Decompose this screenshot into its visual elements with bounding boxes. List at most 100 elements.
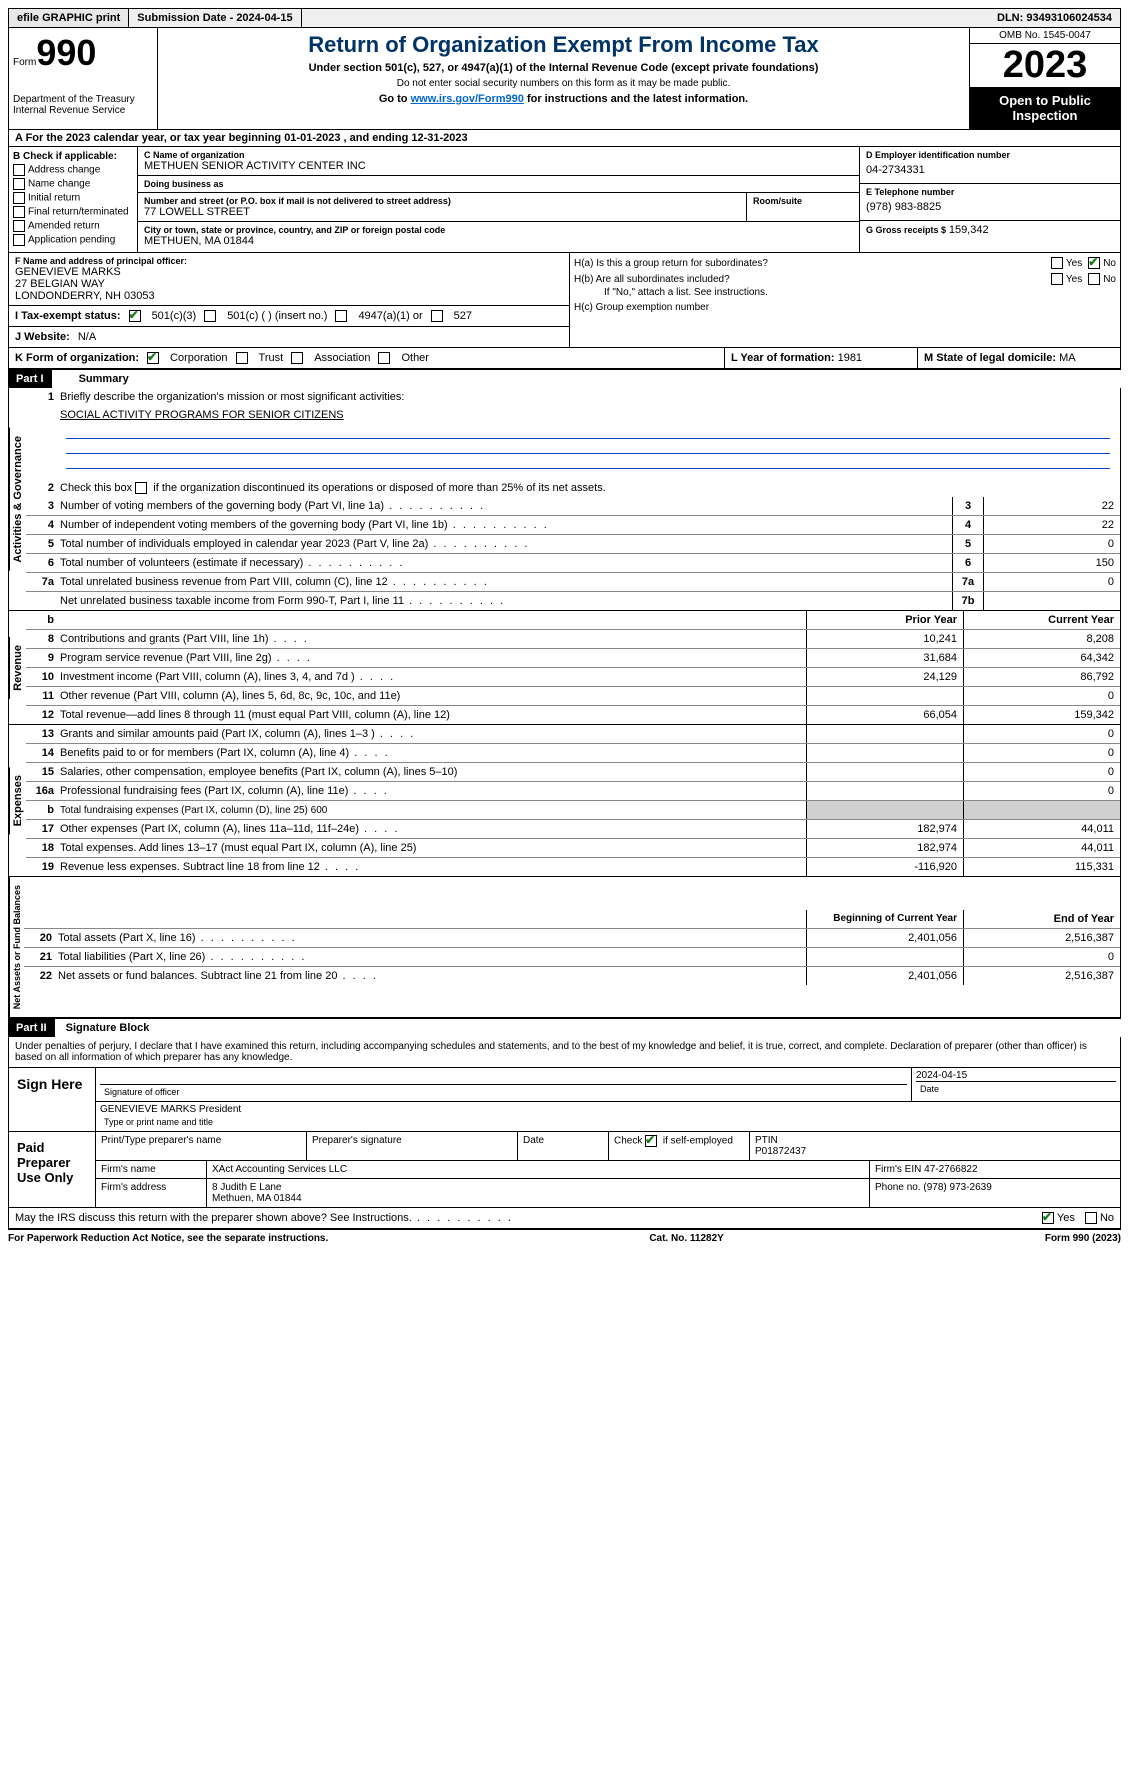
- phone-cell: E Telephone number (978) 983-8825: [860, 184, 1120, 221]
- l16b-curr: [963, 801, 1120, 819]
- mission-line-3: [66, 454, 1110, 469]
- officer-label: F Name and address of principal officer:: [15, 256, 563, 266]
- officer-addr1: 27 BELGIAN WAY: [15, 278, 563, 290]
- mission-line-2: [66, 439, 1110, 454]
- opt-4947: 4947(a)(1) or: [358, 310, 422, 322]
- chk-assoc[interactable]: [291, 352, 303, 364]
- chk-501c[interactable]: [204, 310, 216, 322]
- year-form-val: 1981: [838, 352, 862, 364]
- l18-curr: 44,011: [963, 839, 1120, 857]
- sig-date-label: Date: [916, 1082, 1116, 1096]
- gross-val: 159,342: [949, 224, 989, 236]
- hb-no[interactable]: [1088, 273, 1100, 285]
- discuss-yes[interactable]: [1042, 1212, 1054, 1224]
- hb-yes[interactable]: [1051, 273, 1063, 285]
- box-f-ij: F Name and address of principal officer:…: [9, 253, 570, 347]
- discuss-text: May the IRS discuss this return with the…: [15, 1212, 1042, 1224]
- chk-final-return[interactable]: Final return/terminated: [13, 206, 133, 218]
- domicile-label: M State of legal domicile:: [924, 352, 1056, 364]
- box-de: D Employer identification number 04-2734…: [859, 147, 1120, 252]
- chk-4947[interactable]: [335, 310, 347, 322]
- chk-corp[interactable]: [147, 352, 159, 364]
- l4-text: Number of independent voting members of …: [60, 517, 952, 533]
- l6-text: Total number of volunteers (estimate if …: [60, 555, 952, 571]
- section-bcde: B Check if applicable: Address change Na…: [8, 147, 1121, 253]
- row-i: I Tax-exempt status: 501(c)(3) 501(c) ( …: [9, 306, 569, 327]
- col-end: End of Year: [963, 910, 1120, 928]
- section-revenue: Revenue bPrior YearCurrent Year 8Contrib…: [8, 611, 1121, 725]
- chk-amended[interactable]: Amended return: [13, 220, 133, 232]
- city-val: METHUEN, MA 01844: [144, 235, 853, 247]
- chk-initial-return[interactable]: Initial return: [13, 192, 133, 204]
- l18-text: Total expenses. Add lines 13–17 (must eq…: [60, 840, 806, 856]
- chk-self-employed[interactable]: [645, 1135, 657, 1147]
- chk-app-pending[interactable]: Application pending: [13, 234, 133, 246]
- gross-cell: G Gross receipts $ 159,342: [860, 221, 1120, 239]
- form-number-box: Form990 Department of the Treasury Inter…: [9, 28, 158, 129]
- l9-curr: 64,342: [963, 649, 1120, 667]
- row-j: J Website: N/A: [9, 327, 569, 347]
- l11-curr: 0: [963, 687, 1120, 705]
- declaration-text: Under penalties of perjury, I declare th…: [9, 1037, 1120, 1068]
- form-prefix: Form: [13, 57, 36, 68]
- part1-bar: Part I Summary: [8, 369, 1121, 388]
- sign-here-label: Sign Here: [9, 1068, 96, 1131]
- l11-text: Other revenue (Part VIII, column (A), li…: [60, 688, 806, 704]
- chk-527[interactable]: [431, 310, 443, 322]
- instructions-link[interactable]: www.irs.gov/Form990: [411, 93, 524, 105]
- discuss-no[interactable]: [1085, 1212, 1097, 1224]
- chk-501c3[interactable]: [129, 310, 141, 322]
- dln: DLN: 93493106024534: [989, 9, 1120, 27]
- dba-label: Doing business as: [144, 179, 853, 189]
- firm-ein-val: 47-2766822: [924, 1164, 977, 1175]
- prep-date-label: Date: [518, 1132, 609, 1160]
- ein-cell: D Employer identification number 04-2734…: [860, 147, 1120, 184]
- open-inspection: Open to Public Inspection: [970, 87, 1120, 129]
- chk-other[interactable]: [378, 352, 390, 364]
- signature-section: Under penalties of perjury, I declare th…: [8, 1037, 1121, 1208]
- col-beg: Beginning of Current Year: [806, 910, 963, 928]
- opt-501c: 501(c) ( ) (insert no.): [227, 310, 327, 322]
- tax-status-label: I Tax-exempt status:: [15, 310, 121, 322]
- l14-curr: 0: [963, 744, 1120, 762]
- ptin-label: PTIN: [755, 1135, 1115, 1146]
- ha-yes[interactable]: [1051, 257, 1063, 269]
- l8-prior: 10,241: [806, 630, 963, 648]
- ein-val: 04-2734331: [866, 160, 1114, 180]
- l2-chk[interactable]: [135, 482, 147, 494]
- l7b-val: [984, 592, 1120, 610]
- org-name-label: C Name of organization: [144, 150, 853, 160]
- firm-phone-val: (978) 973-2639: [923, 1182, 991, 1193]
- city-cell: City or town, state or province, country…: [138, 222, 859, 250]
- side-governance: Activities & Governance: [9, 428, 26, 571]
- l15-prior: [806, 763, 963, 781]
- officer-addr2: LONDONDERRY, NH 03053: [15, 290, 563, 302]
- box-b-label: B Check if applicable:: [13, 151, 133, 162]
- efile-print-button[interactable]: efile GRAPHIC print: [9, 9, 129, 27]
- l18-prior: 182,974: [806, 839, 963, 857]
- chk-trust[interactable]: [236, 352, 248, 364]
- l2-text: Check this box: [60, 482, 135, 494]
- l16b-text: Total fundraising expenses (Part IX, col…: [60, 803, 806, 818]
- chk-address-change[interactable]: Address change: [13, 164, 133, 176]
- side-net: Net Assets or Fund Balances: [9, 877, 24, 1017]
- footer-left: For Paperwork Reduction Act Notice, see …: [8, 1233, 328, 1244]
- phone-val: (978) 983-8825: [866, 197, 1114, 217]
- col-prior: Prior Year: [806, 611, 963, 629]
- phone-label: E Telephone number: [866, 187, 1114, 197]
- form-number: 990: [36, 32, 96, 73]
- l15-curr: 0: [963, 763, 1120, 781]
- ha-no[interactable]: [1088, 257, 1100, 269]
- chk-name-change[interactable]: Name change: [13, 178, 133, 190]
- officer-cell: F Name and address of principal officer:…: [9, 253, 569, 306]
- street-label: Number and street (or P.O. box if mail i…: [144, 196, 740, 206]
- discuss-row: May the IRS discuss this return with the…: [8, 1208, 1121, 1229]
- footer-right: Form 990 (2023): [1045, 1233, 1121, 1244]
- l8-text: Contributions and grants (Part VIII, lin…: [60, 631, 806, 647]
- l16a-prior: [806, 782, 963, 800]
- opt-527: 527: [454, 310, 472, 322]
- part2-num: Part II: [8, 1019, 55, 1037]
- footer-mid: Cat. No. 11282Y: [649, 1233, 723, 1244]
- domicile-val: MA: [1059, 352, 1076, 364]
- l7b-text: Net unrelated business taxable income fr…: [60, 593, 952, 609]
